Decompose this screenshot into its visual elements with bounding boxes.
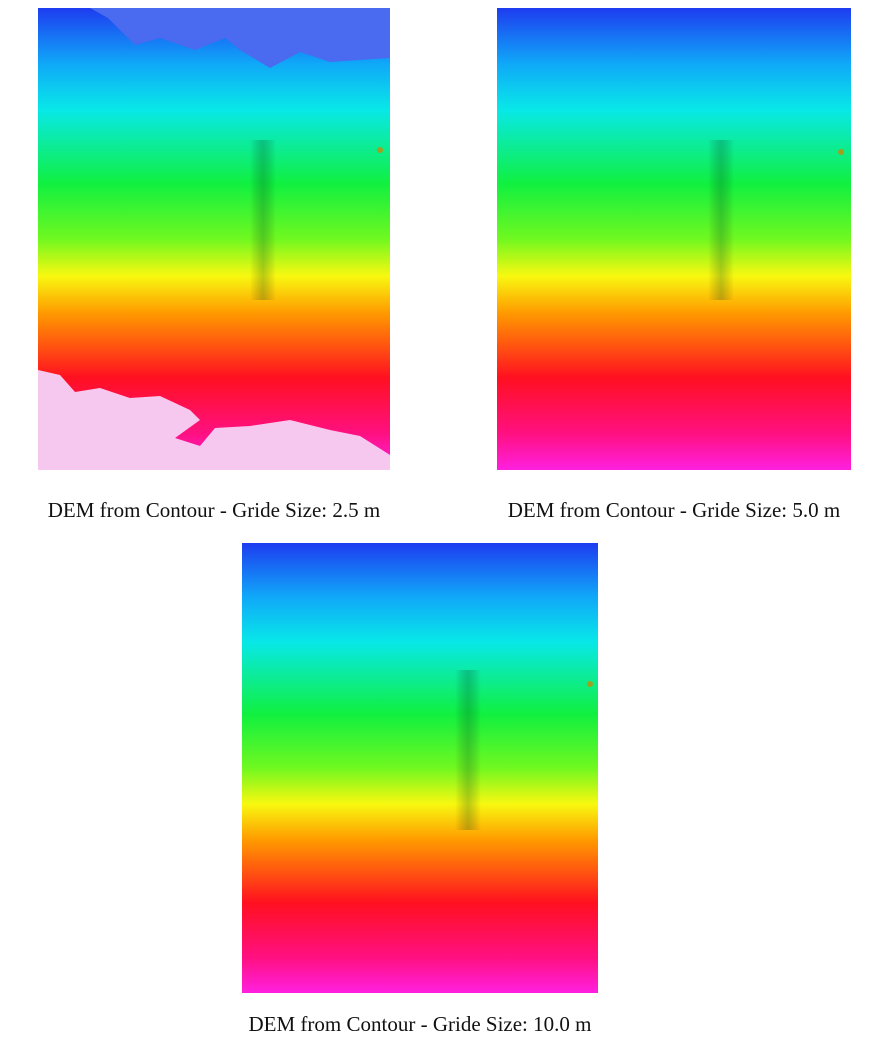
valley <box>455 670 481 830</box>
marker <box>838 149 844 155</box>
dem-image <box>242 543 598 993</box>
caption: DEM from Contour - Gride Size: 2.5 m <box>48 498 380 522</box>
valley <box>250 140 276 300</box>
dem-panel: DEM from Contour - Gride Size: 5.0 m <box>497 8 851 522</box>
caption: DEM from Contour - Gride Size: 10.0 m <box>249 1012 592 1036</box>
figure: DEM from Contour - Gride Size: 2.5 m DEM… <box>0 0 878 1037</box>
marker <box>377 147 383 153</box>
dem-image <box>497 8 851 470</box>
dem-panel: DEM from Contour - Gride Size: 2.5 m <box>38 8 390 522</box>
marker <box>587 681 593 687</box>
caption: DEM from Contour - Gride Size: 5.0 m <box>508 498 840 522</box>
dem-panel: DEM from Contour - Gride Size: 10.0 m <box>242 543 598 1036</box>
valley <box>708 140 734 300</box>
